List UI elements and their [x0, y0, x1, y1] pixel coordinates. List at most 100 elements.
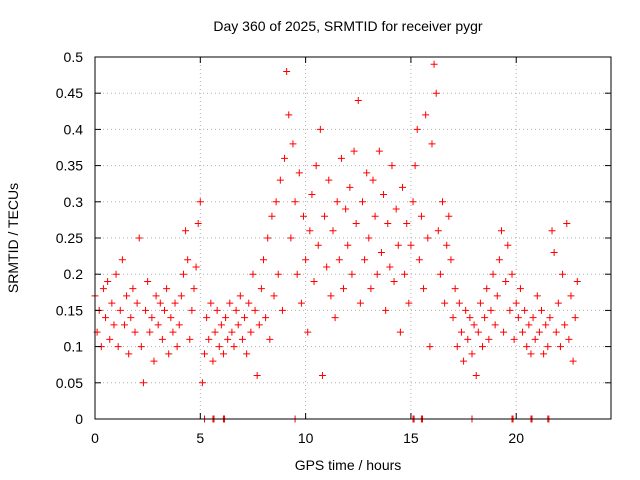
x-tick-label: 15	[403, 430, 419, 446]
x-tick-label: 20	[508, 430, 524, 446]
data-point	[293, 270, 301, 278]
data-points	[91, 60, 581, 423]
data-point	[238, 335, 246, 343]
data-point	[344, 241, 352, 249]
data-point	[519, 328, 527, 336]
data-point	[535, 328, 543, 336]
data-point	[445, 212, 453, 220]
data-point	[321, 212, 329, 220]
data-point	[201, 350, 209, 358]
data-point	[133, 299, 141, 307]
plot-frame	[94, 56, 612, 420]
data-point	[118, 256, 126, 264]
data-point	[291, 198, 299, 206]
data-point	[146, 328, 154, 336]
data-point	[521, 306, 529, 314]
y-tick-label: 0.5	[64, 49, 84, 65]
data-point	[394, 241, 402, 249]
data-point	[512, 299, 520, 307]
data-point	[186, 335, 194, 343]
data-point	[443, 241, 451, 249]
data-point	[405, 299, 413, 307]
data-point	[278, 306, 286, 314]
data-point	[245, 299, 253, 307]
data-point	[207, 299, 215, 307]
data-point	[198, 379, 206, 387]
data-point	[356, 299, 364, 307]
data-point	[546, 314, 554, 322]
data-point	[363, 169, 371, 177]
data-point	[297, 299, 305, 307]
data-point	[327, 292, 335, 300]
data-point	[432, 89, 440, 97]
data-point	[169, 328, 177, 336]
data-point	[325, 176, 333, 184]
data-point	[310, 277, 318, 285]
data-point	[550, 248, 558, 256]
data-point	[388, 162, 396, 170]
data-point	[559, 270, 567, 278]
data-point	[483, 285, 491, 293]
data-point	[312, 162, 320, 170]
data-point	[236, 292, 244, 300]
data-point	[148, 314, 156, 322]
data-point	[409, 198, 417, 206]
data-point	[255, 321, 263, 329]
data-point	[485, 335, 493, 343]
data-point	[417, 212, 425, 220]
data-point	[135, 234, 143, 242]
data-point	[361, 256, 369, 264]
data-point	[537, 306, 545, 314]
data-point	[340, 285, 348, 293]
y-tick-label: 0	[75, 411, 83, 427]
data-point	[464, 335, 472, 343]
data-point	[209, 357, 217, 365]
data-point	[295, 169, 303, 177]
data-point	[531, 335, 539, 343]
data-point	[533, 292, 541, 300]
data-point	[213, 306, 221, 314]
data-point	[171, 299, 179, 307]
x-tick-label: 10	[298, 430, 314, 446]
data-point	[455, 299, 463, 307]
data-point	[506, 306, 514, 314]
data-point	[398, 183, 406, 191]
data-point	[283, 67, 291, 75]
data-point	[215, 343, 223, 351]
y-tick-label: 0.1	[64, 339, 84, 355]
data-point	[243, 350, 251, 358]
y-tick-label: 0.05	[56, 375, 83, 391]
data-point	[192, 263, 200, 271]
data-point	[205, 335, 213, 343]
data-point	[156, 299, 164, 307]
data-point	[226, 299, 234, 307]
data-point	[529, 314, 537, 322]
data-point	[436, 270, 444, 278]
data-point	[123, 292, 131, 300]
y-axis-label: SRMTID / TECUs	[5, 183, 21, 293]
data-point	[139, 379, 147, 387]
data-point	[158, 335, 166, 343]
data-point	[270, 292, 278, 300]
data-point	[268, 212, 276, 220]
data-point	[493, 292, 501, 300]
data-point	[508, 270, 516, 278]
data-point	[487, 306, 495, 314]
data-point	[281, 154, 289, 162]
data-point	[434, 227, 442, 235]
data-point	[116, 306, 124, 314]
data-point	[502, 277, 510, 285]
data-point	[331, 314, 339, 322]
data-point	[110, 321, 118, 329]
data-point	[439, 198, 447, 206]
data-point	[203, 314, 211, 322]
data-point	[234, 321, 242, 329]
data-point	[194, 220, 202, 228]
data-point	[401, 270, 409, 278]
data-point	[251, 306, 259, 314]
data-point	[247, 328, 255, 336]
data-point	[472, 372, 480, 380]
data-point	[120, 321, 128, 329]
data-point	[302, 256, 310, 264]
data-point	[266, 335, 274, 343]
